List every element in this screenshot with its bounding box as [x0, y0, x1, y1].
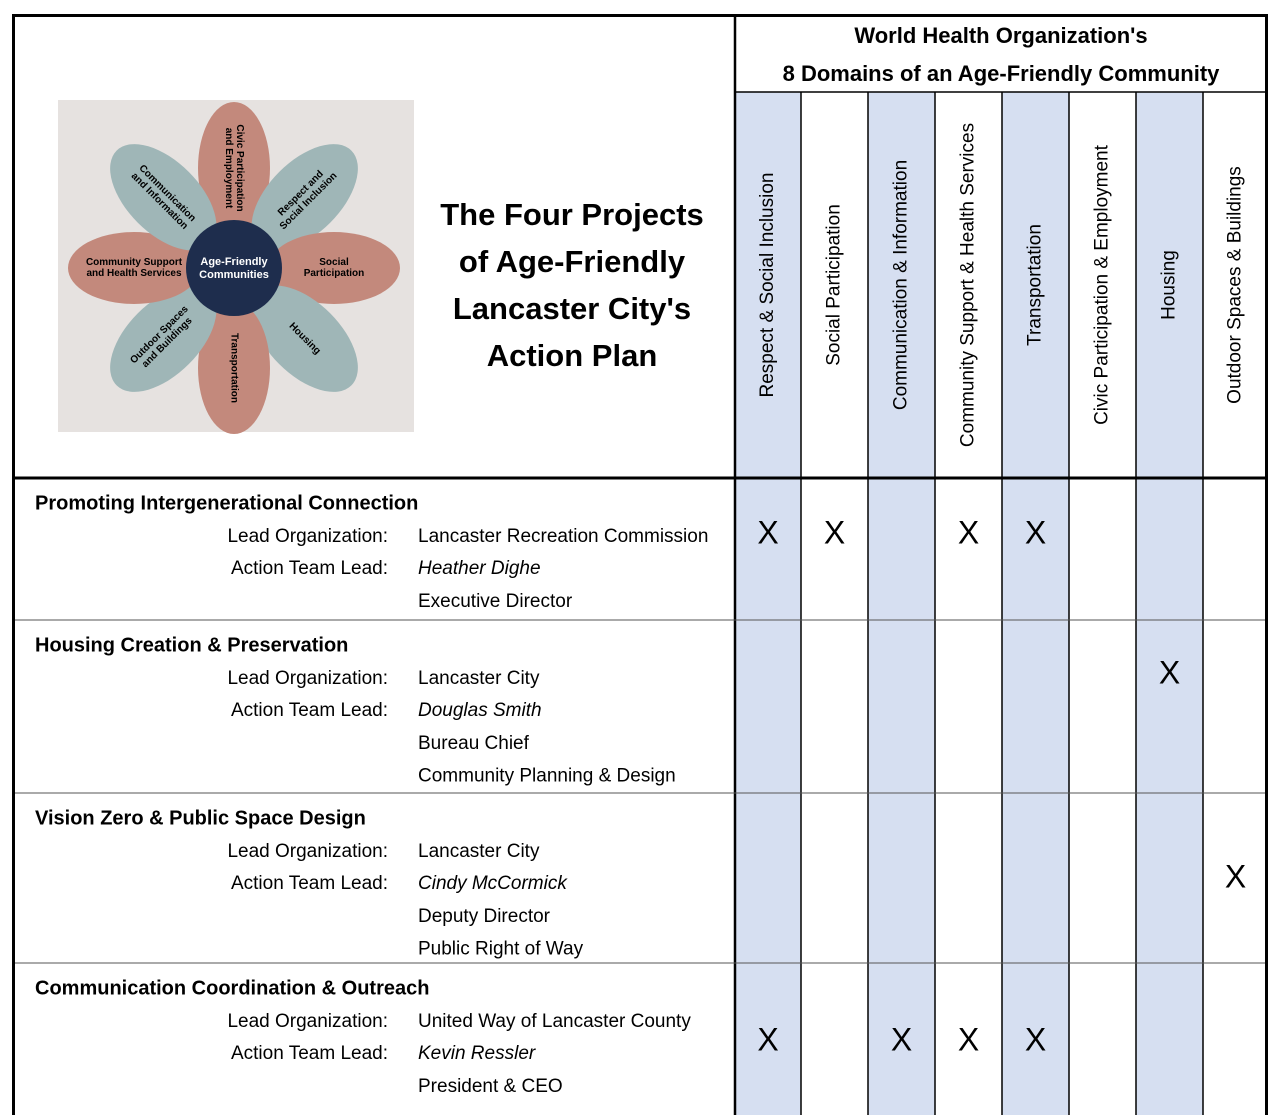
lead-title: Deputy Director	[418, 906, 551, 927]
title-line: Lancaster City's	[453, 291, 691, 326]
diagram-center	[186, 220, 282, 316]
center-label: Communities	[199, 269, 269, 281]
domain-mark: X	[1225, 858, 1246, 894]
domain-header: Communication & Information	[891, 160, 912, 410]
domain-mark: X	[1025, 514, 1046, 550]
project-name: Promoting Intergenerational Connection	[35, 492, 418, 514]
domains-heading: 8 Domains of an Age-Friendly Community	[783, 61, 1221, 86]
domain-mark: X	[958, 514, 979, 550]
team-lead: Cindy McCormick	[418, 873, 568, 894]
team-label: Action Team Lead:	[231, 700, 388, 721]
lead-label: Lead Organization:	[227, 1011, 388, 1032]
petal-label: and Health Services	[86, 268, 181, 279]
domain-header: Community Support & Health Services	[958, 123, 979, 447]
domain-header: Outdoor Spaces & Buildings	[1225, 166, 1246, 404]
column-shade	[1002, 92, 1069, 1115]
domain-header: Housing	[1159, 250, 1180, 320]
lead-title: Bureau Chief	[418, 733, 530, 754]
domain-mark: X	[958, 1021, 979, 1057]
domain-header: Transportation	[1025, 224, 1046, 346]
team-label: Action Team Lead:	[231, 873, 388, 894]
title-line: of Age-Friendly	[459, 244, 686, 279]
domain-mark: X	[757, 1021, 778, 1057]
domain-header: Social Participation	[824, 204, 845, 366]
petal	[251, 144, 358, 251]
domain-mark: X	[1025, 1021, 1046, 1057]
team-label: Action Team Lead:	[231, 558, 388, 579]
lead-title: Community Planning & Design	[418, 766, 676, 787]
petal	[110, 144, 217, 251]
team-lead: Kevin Ressler	[418, 1043, 536, 1064]
column-shade	[1136, 92, 1203, 1115]
petal	[198, 302, 270, 434]
center-label: Age-Friendly	[200, 256, 268, 268]
lead-organization: Lancaster City	[418, 841, 540, 862]
project-name: Communication Coordination & Outreach	[35, 977, 429, 999]
lead-organization: Lancaster City	[418, 668, 540, 689]
column-shade	[735, 92, 801, 1115]
project-name: Housing Creation & Preservation	[35, 634, 348, 656]
lead-organization: United Way of Lancaster County	[418, 1011, 691, 1032]
team-lead: Douglas Smith	[418, 700, 542, 721]
petal	[251, 285, 358, 392]
petal-label: Social	[319, 257, 349, 268]
domain-header: Civic Participation & Employment	[1092, 144, 1113, 425]
domain-header: Respect & Social Inclusion	[757, 173, 778, 398]
lead-organization: Lancaster Recreation Commission	[418, 526, 708, 547]
domains-heading: World Health Organization's	[854, 23, 1147, 48]
petal-label: Transportation	[228, 333, 239, 403]
outer-border	[12, 14, 1268, 1115]
team-lead: Heather Dighe	[418, 558, 541, 579]
domain-mark: X	[757, 514, 778, 550]
project-name: Vision Zero & Public Space Design	[35, 807, 366, 829]
petal	[268, 232, 400, 304]
petal-label: Civic Participation	[234, 124, 245, 211]
column-shade	[868, 92, 935, 1115]
lead-title: President & CEO	[418, 1076, 563, 1097]
petal-label: and Employment	[223, 128, 234, 209]
domain-mark: X	[891, 1021, 912, 1057]
petal-label: Community Support	[86, 257, 183, 268]
petal-label: Participation	[304, 268, 365, 279]
domain-mark: X	[1159, 654, 1180, 690]
title-line: Action Plan	[487, 338, 658, 373]
lead-label: Lead Organization:	[227, 841, 388, 862]
lead-label: Lead Organization:	[227, 668, 388, 689]
title-line: The Four Projects	[440, 197, 704, 232]
domain-mark: X	[824, 514, 845, 550]
lead-label: Lead Organization:	[227, 526, 388, 547]
team-label: Action Team Lead:	[231, 1043, 388, 1064]
petal	[198, 102, 270, 234]
lead-title: Executive Director	[418, 591, 573, 612]
petal	[110, 285, 217, 392]
lead-title: Public Right of Way	[418, 939, 584, 960]
petal	[68, 232, 200, 304]
